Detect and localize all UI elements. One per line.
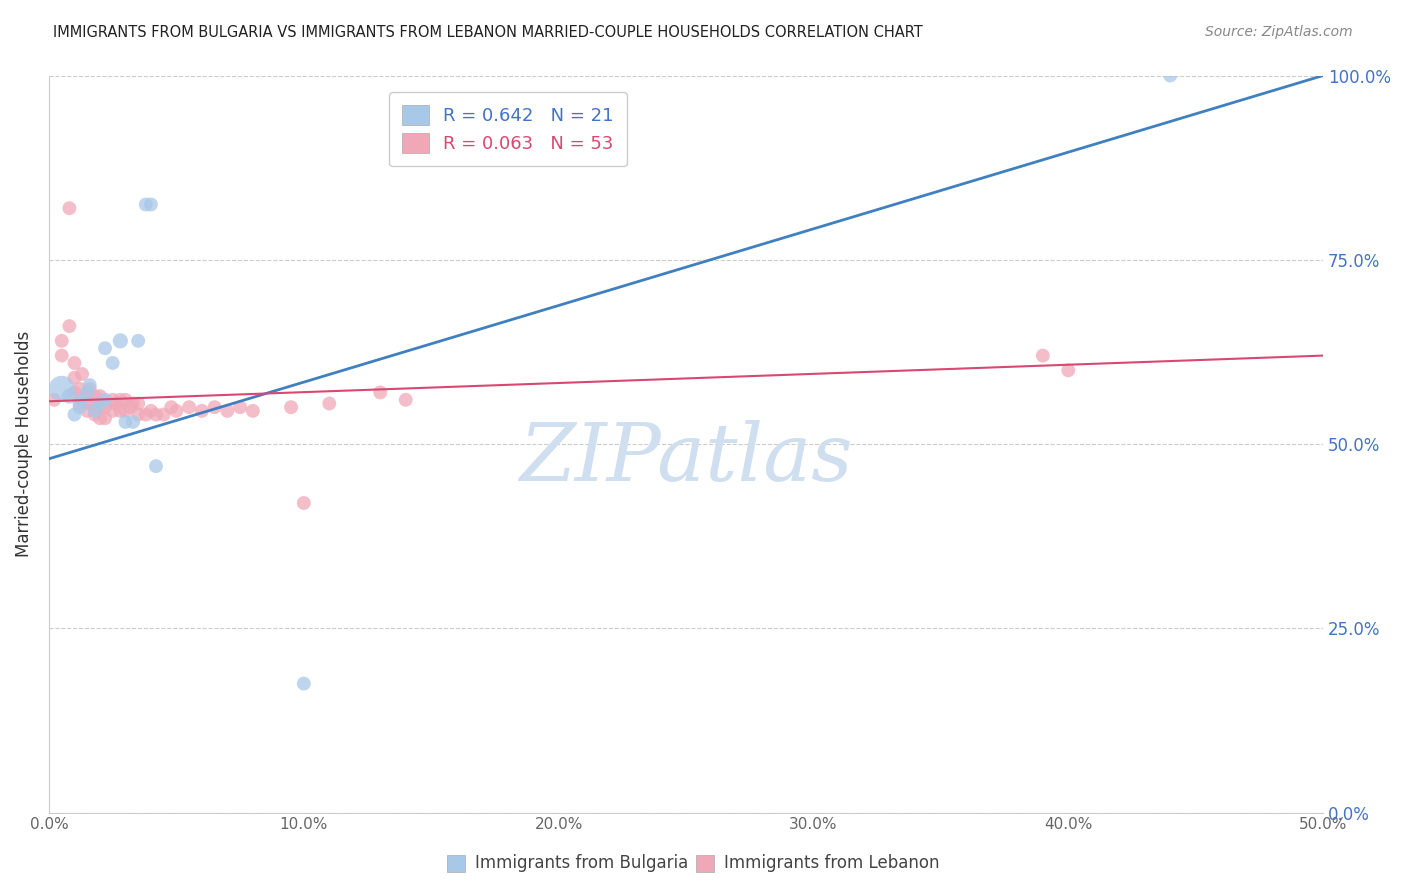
Point — [145, 408, 167, 422]
Point — [63, 385, 86, 400]
Point — [83, 404, 105, 418]
Point — [152, 408, 174, 422]
Text: Immigrants from Bulgaria: Immigrants from Bulgaria — [475, 855, 689, 872]
Point — [110, 334, 132, 348]
Point — [83, 389, 105, 403]
Point — [83, 408, 105, 422]
Point — [127, 396, 149, 410]
Point — [110, 404, 132, 418]
Legend: R = 0.642   N = 21, R = 0.063   N = 53: R = 0.642 N = 21, R = 0.063 N = 53 — [389, 92, 627, 166]
Text: Immigrants from Lebanon: Immigrants from Lebanon — [724, 855, 939, 872]
Point — [1159, 69, 1181, 83]
Point — [145, 459, 167, 474]
Point — [114, 415, 136, 429]
Point — [217, 404, 239, 418]
Point — [191, 404, 214, 418]
Point — [395, 392, 418, 407]
Point — [242, 404, 264, 418]
Point — [58, 319, 80, 334]
Text: ZIPatlas: ZIPatlas — [519, 420, 853, 498]
Point — [292, 676, 315, 690]
Point — [204, 400, 226, 414]
Point — [89, 389, 111, 403]
Point — [139, 197, 162, 211]
Point — [79, 382, 101, 396]
Point — [94, 400, 117, 414]
Point — [101, 392, 124, 407]
Y-axis label: Married-couple Households: Married-couple Households — [15, 331, 32, 558]
Point — [70, 392, 93, 407]
Point — [69, 400, 91, 414]
Point — [89, 411, 111, 425]
Point — [122, 396, 145, 410]
Point — [114, 404, 136, 418]
Point — [83, 400, 105, 414]
Point — [110, 392, 132, 407]
Point — [58, 201, 80, 215]
Point — [292, 496, 315, 510]
Point — [70, 367, 93, 381]
Text: Source: ZipAtlas.com: Source: ZipAtlas.com — [1205, 25, 1353, 39]
Point — [63, 356, 86, 370]
Point — [51, 334, 73, 348]
Point — [127, 334, 149, 348]
Point — [114, 392, 136, 407]
Point — [58, 389, 80, 403]
Point — [1032, 349, 1054, 363]
Point — [63, 370, 86, 384]
Point — [76, 389, 98, 403]
Point — [280, 400, 302, 414]
Point — [69, 382, 91, 396]
Point — [122, 415, 145, 429]
Point — [127, 408, 149, 422]
Point — [69, 396, 91, 410]
Point — [94, 392, 117, 407]
Point — [229, 400, 252, 414]
Point — [179, 400, 201, 414]
Point — [120, 400, 142, 414]
Point — [104, 396, 127, 410]
Point — [1057, 363, 1080, 377]
Text: IMMIGRANTS FROM BULGARIA VS IMMIGRANTS FROM LEBANON MARRIED-COUPLE HOUSEHOLDS CO: IMMIGRANTS FROM BULGARIA VS IMMIGRANTS F… — [53, 25, 924, 40]
Point — [368, 385, 391, 400]
Point — [94, 411, 117, 425]
Point — [79, 396, 101, 410]
Point — [165, 404, 187, 418]
Point — [94, 341, 117, 355]
Point — [160, 400, 183, 414]
Point — [51, 382, 73, 396]
Point — [135, 408, 157, 422]
Point — [79, 378, 101, 392]
Point — [101, 356, 124, 370]
Point — [89, 400, 111, 414]
Point — [139, 404, 162, 418]
Point — [135, 197, 157, 211]
Point — [76, 385, 98, 400]
Point — [76, 404, 98, 418]
Point — [101, 404, 124, 418]
Point — [318, 396, 340, 410]
Point — [89, 396, 111, 410]
Point — [63, 408, 86, 422]
Point — [51, 349, 73, 363]
Point — [42, 392, 65, 407]
